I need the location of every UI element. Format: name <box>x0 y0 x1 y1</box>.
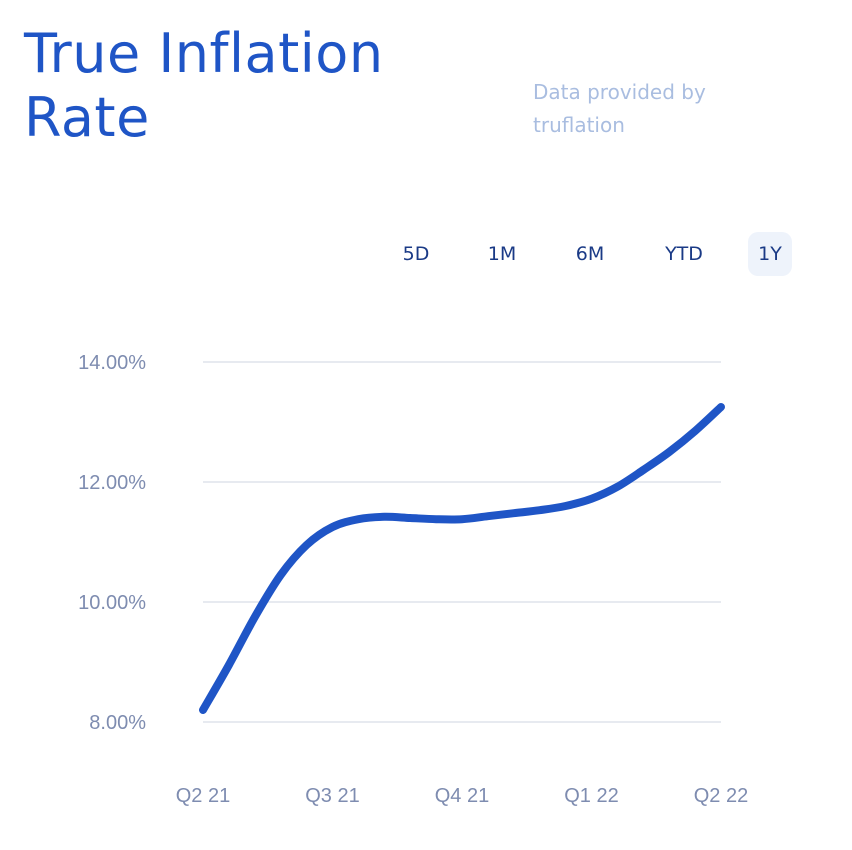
range-button-1y[interactable]: 1Y <box>748 232 792 276</box>
y-tick-label: 12.00% <box>78 472 146 494</box>
range-button-ytd[interactable]: YTD <box>665 243 703 265</box>
page-title: True Inflation Rate <box>24 22 384 149</box>
x-tick-label: Q1 22 <box>564 785 618 807</box>
x-tick-label: Q2 22 <box>694 785 748 807</box>
y-axis-ticks: 14.00% 12.00% 10.00% 8.00% <box>78 352 146 734</box>
x-axis-ticks: Q2 21 Q3 21 Q4 21 Q1 22 Q2 22 <box>176 785 748 807</box>
data-provider-note: Data provided by truflation <box>533 80 706 137</box>
range-button-6m[interactable]: 6M <box>575 243 605 265</box>
inflation-line-chart: 14.00%12.00%10.00%8.00% Q2 21 Q3 21 Q4 21 Q… <box>78 352 748 807</box>
grid-lines <box>203 361 721 723</box>
range-button-1m[interactable]: 1M <box>487 243 517 265</box>
y-tick-label: 8.00% <box>89 712 146 734</box>
range-button-5d[interactable]: 5D <box>402 243 430 265</box>
x-tick-label: Q4 21 <box>435 785 489 807</box>
inflation-series-line <box>199 403 725 714</box>
x-tick-label: Q3 21 <box>305 785 359 807</box>
x-tick-label: Q2 21 <box>176 785 230 807</box>
y-tick-label: 10.00% <box>78 592 146 614</box>
y-tick-label: 14.00% <box>78 352 146 374</box>
